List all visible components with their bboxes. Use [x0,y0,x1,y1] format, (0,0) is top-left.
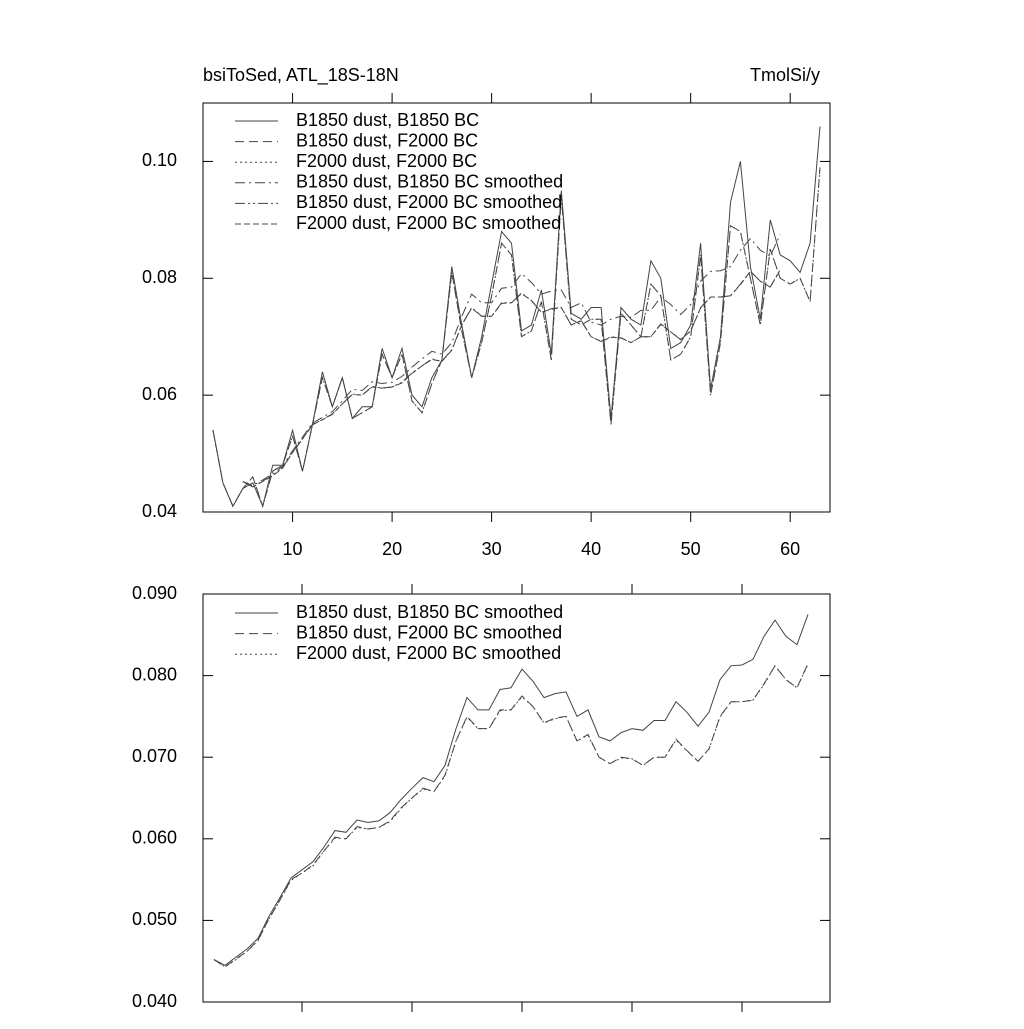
y-tick-label: 0.06 [142,384,177,404]
series-line [242,234,781,487]
y-tick-label: 0.08 [142,267,177,287]
legend-label: B1850 dust, B1850 BC smoothed [296,172,563,192]
x-tick-label: 50 [681,539,701,559]
y-tick-label: 0.040 [132,991,177,1011]
chart-title: bsiToSed, ATL_18S-18N [203,65,399,86]
series-line [242,269,781,488]
y-tick-label: 0.090 [132,583,177,603]
y-tick-label: 0.060 [132,828,177,848]
legend-label: F2000 dust, F2000 BC smoothed [296,643,561,663]
x-tick-label: 10 [283,539,303,559]
legend-label: B1850 dust, B1850 BC [296,110,479,130]
series-line [213,663,809,968]
x-tick-label: 40 [581,539,601,559]
x-tick-label: 20 [382,539,402,559]
plot-frame [202,593,831,1003]
legend-label: B1850 dust, B1850 BC smoothed [296,602,563,622]
x-tick-label: 30 [482,539,502,559]
y-tick-label: 0.070 [132,746,177,766]
series-line [212,126,821,508]
legend-label: B1850 dust, F2000 BC [296,130,478,150]
legend-label: F2000 dust, F2000 BC [296,151,477,171]
series-line [242,269,781,488]
y-tick-label: 0.080 [132,664,177,684]
x-tick-label: 60 [780,539,800,559]
legend-label: B1850 dust, F2000 BC smoothed [296,622,562,642]
series-line [213,663,809,968]
legend-label: F2000 dust, F2000 BC smoothed [296,213,561,233]
series-line [212,167,821,508]
units-label: TmolSi/y [750,65,820,85]
y-tick-label: 0.10 [142,150,177,170]
series-line [213,614,809,966]
y-tick-label: 0.050 [132,909,177,929]
legend-label: B1850 dust, F2000 BC smoothed [296,192,562,212]
plot-frame [202,102,831,513]
y-tick-label: 0.04 [142,501,177,521]
